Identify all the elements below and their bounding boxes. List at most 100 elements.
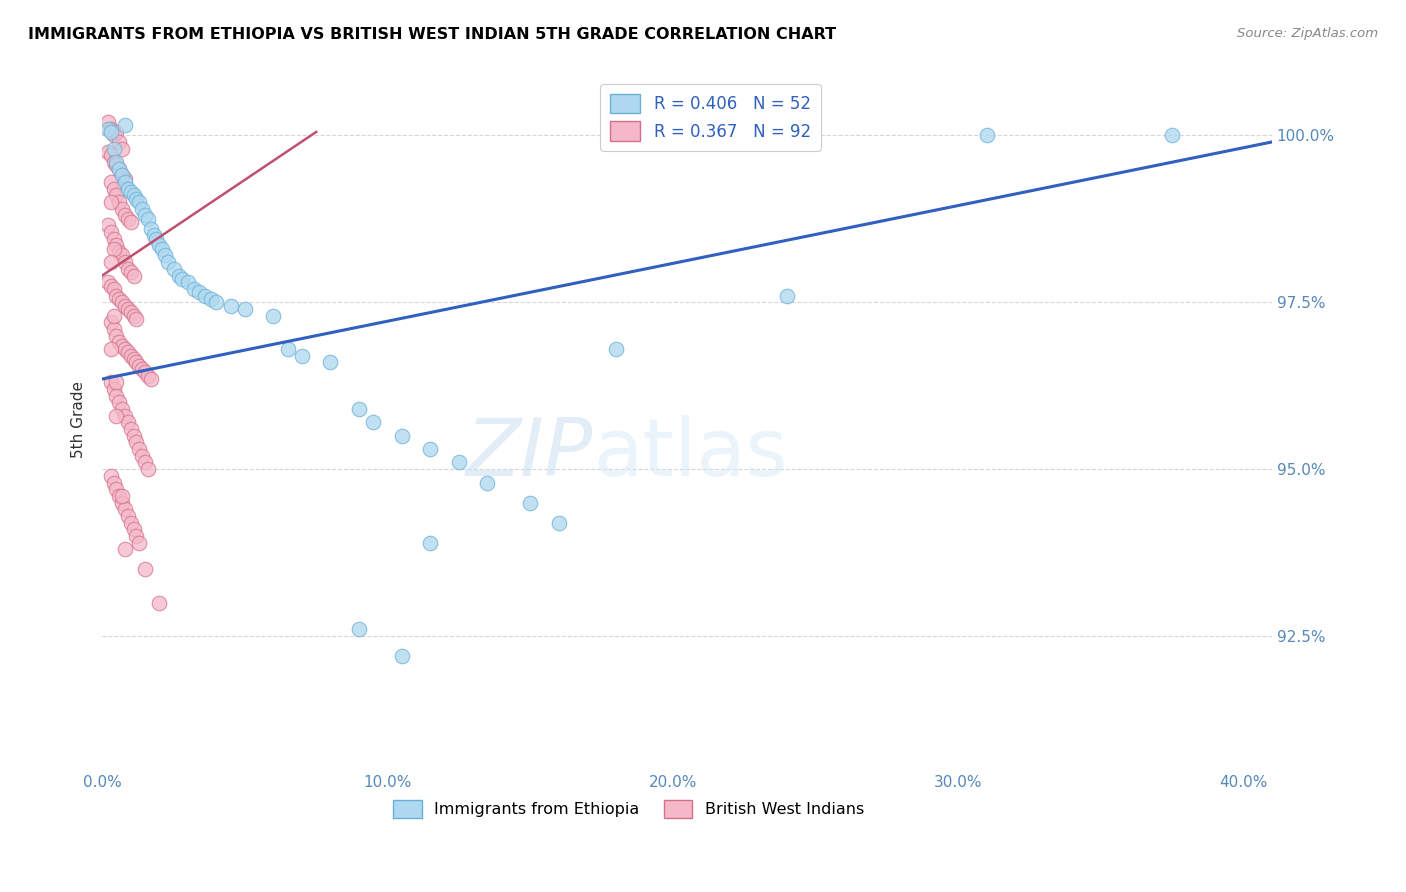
Point	[97, 145, 120, 159]
Point	[277, 342, 299, 356]
Point	[262, 309, 284, 323]
Point	[97, 115, 120, 129]
Point	[419, 442, 441, 457]
Point	[103, 322, 125, 336]
Point	[108, 161, 131, 176]
Point	[97, 275, 120, 289]
Point	[122, 429, 145, 443]
Point	[103, 242, 125, 256]
Point	[100, 225, 122, 239]
Point	[100, 278, 122, 293]
Point	[114, 118, 136, 132]
Point	[111, 489, 134, 503]
Point	[100, 315, 122, 329]
Point	[347, 623, 370, 637]
Point	[100, 376, 122, 390]
Point	[205, 295, 228, 310]
Point	[447, 455, 470, 469]
Point	[105, 288, 128, 302]
Point	[108, 489, 131, 503]
Point	[139, 221, 162, 235]
Point	[150, 242, 173, 256]
Point	[136, 368, 159, 383]
Point	[114, 542, 136, 557]
Point	[122, 188, 145, 202]
Point	[114, 299, 136, 313]
Point	[114, 209, 136, 223]
Point	[103, 232, 125, 246]
Point	[136, 462, 159, 476]
Y-axis label: 5th Grade: 5th Grade	[72, 381, 86, 458]
Point	[108, 395, 131, 409]
Point	[103, 182, 125, 196]
Point	[100, 342, 122, 356]
Point	[1161, 128, 1184, 143]
Point	[105, 482, 128, 496]
Point	[219, 299, 242, 313]
Point	[172, 272, 194, 286]
Point	[145, 232, 167, 246]
Point	[142, 228, 165, 243]
Point	[122, 522, 145, 536]
Point	[114, 502, 136, 516]
Point	[120, 185, 142, 199]
Point	[233, 301, 256, 316]
Point	[120, 516, 142, 530]
Point	[128, 442, 150, 457]
Text: atlas: atlas	[593, 415, 787, 493]
Point	[111, 202, 134, 216]
Point	[103, 475, 125, 490]
Point	[100, 468, 122, 483]
Point	[105, 155, 128, 169]
Point	[105, 389, 128, 403]
Point	[108, 292, 131, 306]
Point	[134, 455, 156, 469]
Point	[547, 516, 569, 530]
Point	[419, 535, 441, 549]
Point	[148, 596, 170, 610]
Point	[103, 382, 125, 396]
Point	[391, 429, 413, 443]
Point	[105, 376, 128, 390]
Point	[108, 335, 131, 350]
Point	[162, 261, 184, 276]
Point	[117, 261, 139, 276]
Point	[776, 288, 799, 302]
Point	[114, 342, 136, 356]
Point	[105, 188, 128, 202]
Point	[976, 128, 998, 143]
Point	[100, 195, 122, 210]
Point	[183, 282, 205, 296]
Point	[97, 121, 120, 136]
Point	[128, 535, 150, 549]
Text: ZIP: ZIP	[467, 415, 593, 493]
Point	[347, 402, 370, 417]
Point	[108, 161, 131, 176]
Point	[114, 171, 136, 186]
Point	[100, 148, 122, 162]
Point	[111, 402, 134, 417]
Point	[111, 248, 134, 262]
Point	[111, 169, 134, 183]
Point	[131, 362, 153, 376]
Point	[111, 142, 134, 156]
Point	[200, 292, 222, 306]
Point	[131, 449, 153, 463]
Point	[188, 285, 211, 300]
Point	[125, 529, 148, 543]
Point	[120, 349, 142, 363]
Point	[120, 422, 142, 436]
Point	[97, 219, 120, 233]
Point	[128, 195, 150, 210]
Point	[105, 328, 128, 343]
Point	[131, 202, 153, 216]
Point	[125, 355, 148, 369]
Point	[194, 288, 217, 302]
Point	[114, 175, 136, 189]
Point	[117, 211, 139, 226]
Point	[167, 268, 190, 283]
Point	[108, 135, 131, 149]
Point	[519, 495, 541, 509]
Point	[361, 416, 384, 430]
Point	[136, 211, 159, 226]
